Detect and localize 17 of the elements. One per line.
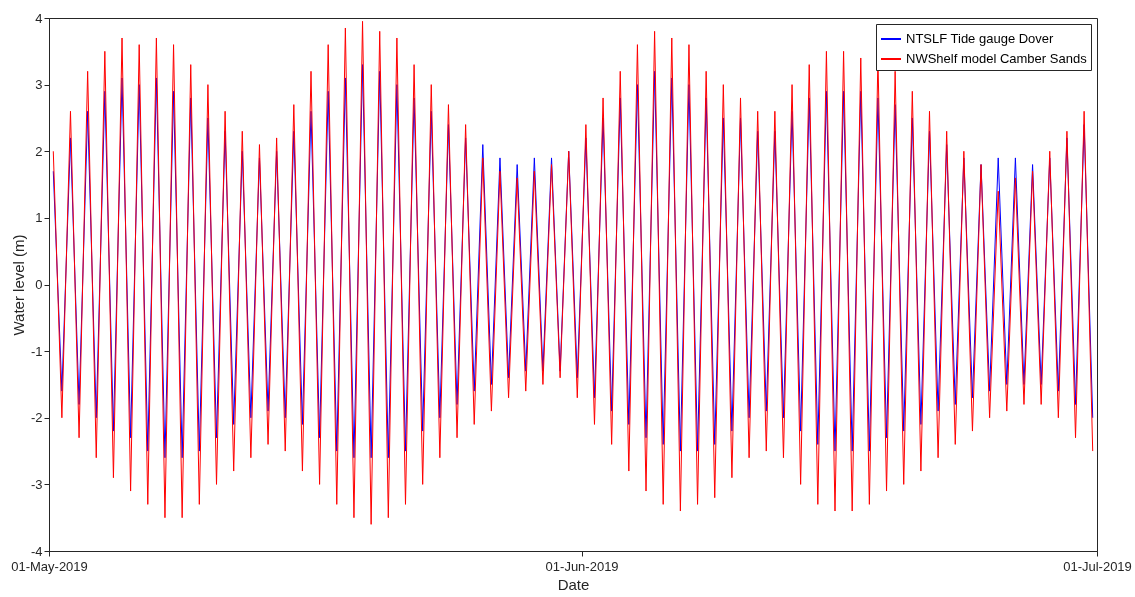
x-tick-label: 01-Jul-2019	[1063, 558, 1132, 574]
y-tick-label: 0	[35, 277, 43, 292]
line-series	[52, 20, 1094, 525]
y-tick-label: -4	[30, 543, 43, 559]
y-tick-label: 2	[35, 143, 43, 159]
y-tick-label: -3	[30, 476, 43, 492]
y-tick-label: 3	[35, 77, 43, 93]
legend-label: NWShelf model Camber Sands	[906, 51, 1088, 66]
x-axis-title: Date	[557, 575, 590, 593]
legend-label: NTSLF Tide gauge Dover	[906, 31, 1055, 46]
x-tick-label: 01-Jun-2019	[545, 558, 619, 574]
y-tick-label: 1	[35, 210, 43, 226]
y-tick-label: -1	[30, 343, 43, 359]
x-tick-label: 01-May-2019	[11, 558, 88, 574]
y-tick-label: 4	[35, 10, 43, 26]
y-axis-title: Water level (m)	[9, 234, 27, 336]
y-tick-label: -2	[30, 410, 43, 426]
